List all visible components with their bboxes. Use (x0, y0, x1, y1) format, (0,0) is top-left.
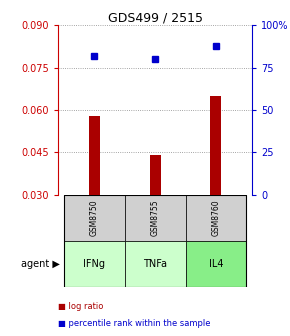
Text: GSM8755: GSM8755 (151, 200, 160, 236)
Title: GDS499 / 2515: GDS499 / 2515 (108, 11, 203, 24)
Bar (186, 195, 246, 241)
Bar (186, 241, 246, 287)
Bar (125, 195, 186, 241)
Text: agent ▶: agent ▶ (21, 259, 60, 269)
Bar (89, 116, 100, 195)
Text: IL4: IL4 (209, 259, 223, 269)
Bar (64, 195, 125, 241)
Text: IFNg: IFNg (84, 259, 106, 269)
Bar (211, 96, 221, 195)
Bar (64, 241, 125, 287)
Bar (125, 241, 186, 287)
Text: ■ percentile rank within the sample: ■ percentile rank within the sample (58, 319, 211, 328)
Bar (150, 155, 161, 195)
Text: GSM8750: GSM8750 (90, 200, 99, 236)
Text: TNFa: TNFa (143, 259, 167, 269)
Text: GSM8760: GSM8760 (211, 200, 220, 236)
Text: ■ log ratio: ■ log ratio (58, 302, 103, 311)
